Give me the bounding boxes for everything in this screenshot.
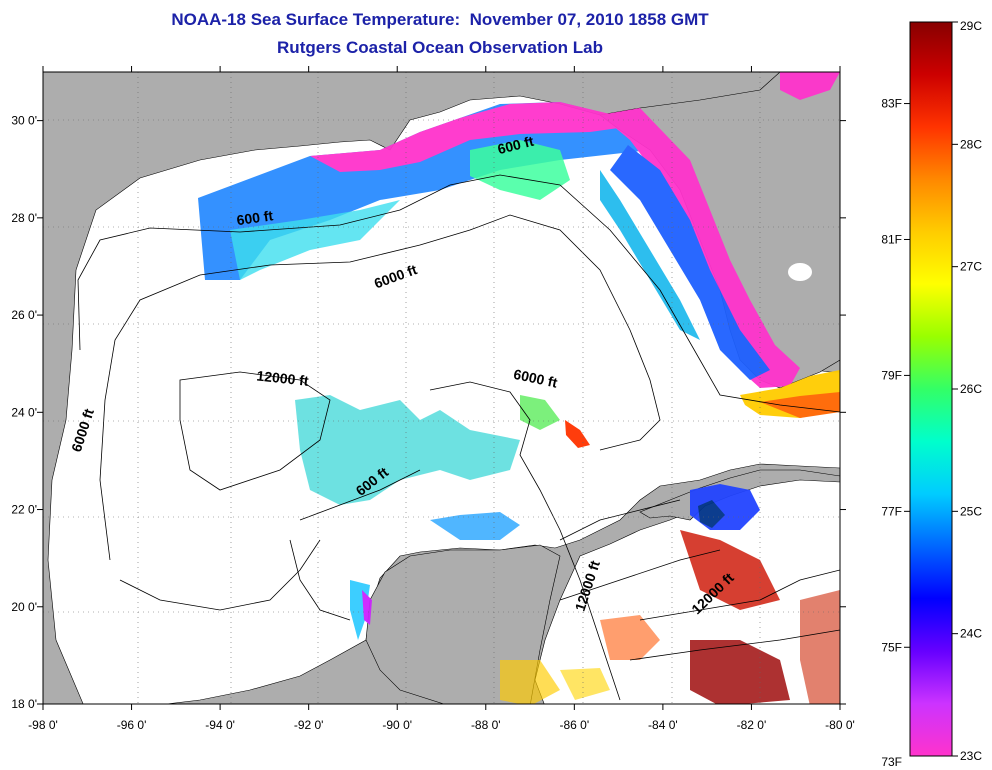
sst-swaths	[198, 72, 840, 704]
celsius-label: 26C	[960, 382, 982, 396]
y-tick-label: 18 0'	[11, 697, 37, 711]
lake-okeechobee	[788, 263, 812, 281]
fahrenheit-label: 73F	[881, 755, 902, 769]
x-tick-label: -90 0'	[382, 718, 412, 732]
x-axis-ticks: -98 0' -96 0' -94 0' -92 0' -90 0' -88 0' -86 …	[28, 66, 855, 732]
map-title: NOAA-18 Sea Surface Temperature: Novembe…	[171, 10, 709, 29]
depth-contours	[77, 174, 840, 701]
y-axis-ticks: 30 0' 28 0' 26 0' 24 0' 22 0' 20 0' 18 0'	[11, 114, 846, 711]
graticule	[43, 72, 840, 704]
x-tick-label: -88 0'	[471, 718, 501, 732]
celsius-labels: 29C 28C 27C 26C 25C 24C 23C	[952, 19, 982, 763]
celsius-label: 28C	[960, 137, 982, 151]
x-tick-label: -94 0'	[205, 718, 235, 732]
contour-label: 12000 ft	[256, 367, 310, 388]
celsius-label: 25C	[960, 504, 982, 518]
y-tick-label: 24 0'	[11, 405, 37, 419]
celsius-label: 24C	[960, 627, 982, 641]
y-tick-label: 26 0'	[11, 308, 37, 322]
y-tick-label: 20 0'	[11, 600, 37, 614]
fahrenheit-label: 83F	[881, 97, 902, 111]
celsius-label: 27C	[960, 260, 982, 274]
fahrenheit-label: 81F	[881, 232, 902, 246]
x-tick-label: -96 0'	[117, 718, 147, 732]
contour-label: 600 ft	[236, 207, 275, 228]
x-tick-label: -84 0'	[648, 718, 678, 732]
fahrenheit-labels: 83F 81F 79F 77F 75F 73F	[881, 97, 910, 769]
celsius-label: 29C	[960, 19, 982, 33]
fahrenheit-label: 77F	[881, 504, 902, 518]
y-tick-label: 22 0'	[11, 503, 37, 517]
map-subtitle: Rutgers Coastal Ocean Observation Lab	[277, 38, 603, 57]
colorbar-scale	[909, 21, 953, 757]
y-tick-label: 28 0'	[11, 211, 37, 225]
celsius-label: 23C	[960, 749, 982, 763]
fahrenheit-label: 75F	[881, 640, 902, 654]
x-tick-label: -82 0'	[737, 718, 767, 732]
fahrenheit-label: 79F	[881, 368, 902, 382]
map-frame	[42, 71, 841, 705]
x-tick-label: -86 0'	[560, 718, 590, 732]
x-tick-label: -80 0'	[825, 718, 855, 732]
x-tick-label: -98 0'	[28, 718, 58, 732]
y-tick-label: 30 0'	[11, 114, 37, 128]
x-tick-label: -92 0'	[294, 718, 324, 732]
